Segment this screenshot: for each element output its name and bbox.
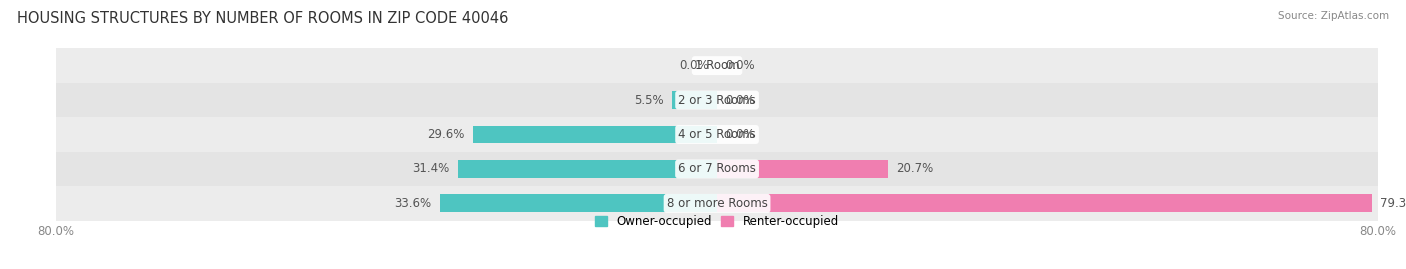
Bar (717, 160, 889, 178)
Bar (56, 48, 1378, 83)
Bar (672, 91, 717, 109)
Bar (56, 152, 1378, 186)
Bar (56, 186, 1378, 221)
Text: 2 or 3 Rooms: 2 or 3 Rooms (678, 94, 756, 107)
Text: 0.0%: 0.0% (679, 59, 709, 72)
Text: 0.0%: 0.0% (725, 59, 755, 72)
Bar (717, 194, 1372, 212)
Text: 29.6%: 29.6% (427, 128, 464, 141)
Bar (458, 160, 717, 178)
Bar (56, 117, 1378, 152)
Text: 0.0%: 0.0% (725, 94, 755, 107)
Legend: Owner-occupied, Renter-occupied: Owner-occupied, Renter-occupied (595, 215, 839, 228)
Text: 6 or 7 Rooms: 6 or 7 Rooms (678, 162, 756, 175)
Bar (472, 126, 717, 143)
Text: 33.6%: 33.6% (394, 197, 432, 210)
Text: 1 Room: 1 Room (695, 59, 740, 72)
Text: 5.5%: 5.5% (634, 94, 664, 107)
Text: 20.7%: 20.7% (896, 162, 934, 175)
Text: HOUSING STRUCTURES BY NUMBER OF ROOMS IN ZIP CODE 40046: HOUSING STRUCTURES BY NUMBER OF ROOMS IN… (17, 11, 508, 26)
Text: 0.0%: 0.0% (725, 128, 755, 141)
Text: 31.4%: 31.4% (412, 162, 450, 175)
Bar (56, 83, 1378, 117)
Text: 79.3%: 79.3% (1381, 197, 1406, 210)
Text: 4 or 5 Rooms: 4 or 5 Rooms (678, 128, 756, 141)
Text: Source: ZipAtlas.com: Source: ZipAtlas.com (1278, 11, 1389, 21)
Bar (440, 194, 717, 212)
Text: 8 or more Rooms: 8 or more Rooms (666, 197, 768, 210)
